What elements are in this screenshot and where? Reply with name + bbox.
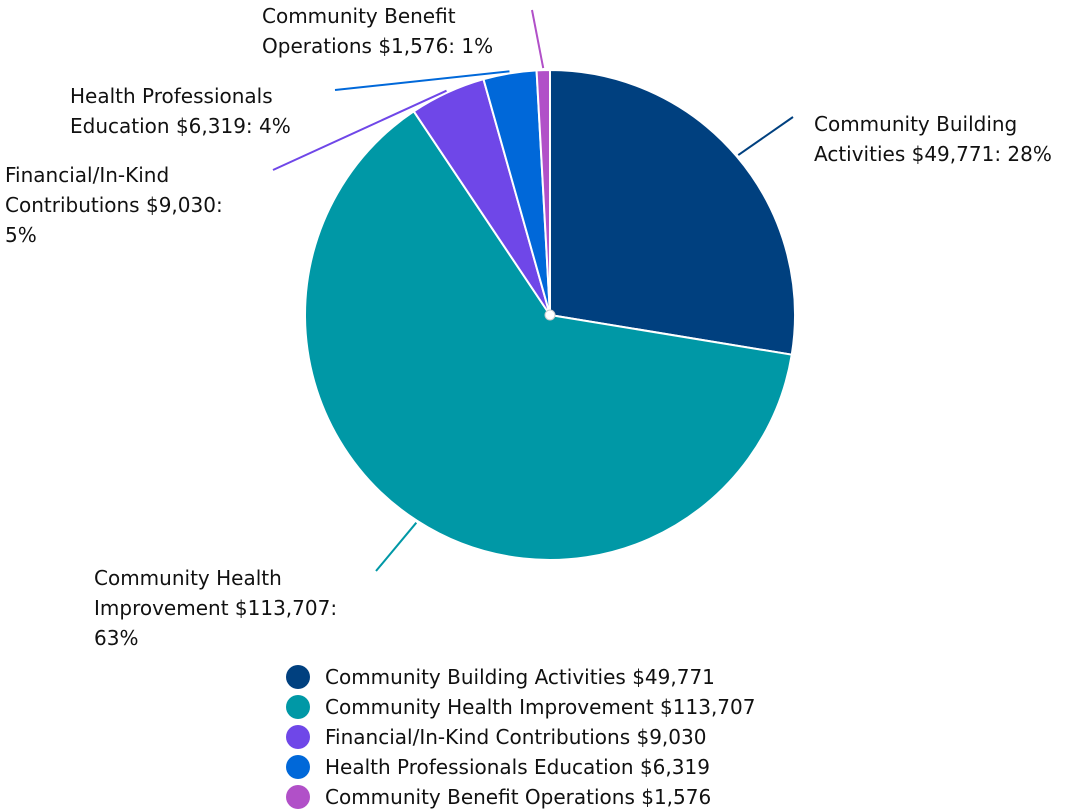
pie-slice [304,109,793,561]
center-dot [544,309,556,321]
slice-label-value: $113,707: 63% [94,596,338,650]
legend-swatch [286,695,310,719]
leader-line [272,89,447,171]
slice-label-name: Community Building Activities [814,112,1018,166]
legend-value: $113,707 [660,695,756,719]
legend-name: Financial/In-Kind Contributions [325,725,631,749]
slice-label: Community Benefit Operations $1,576: 1% [262,1,532,61]
legend-swatch [286,665,310,689]
slice-label-value: $49,771: 28% [911,142,1052,166]
slice-label: Financial/In-Kind Contributions $9,030: … [5,160,260,250]
leader-line [334,70,510,91]
legend-swatch [286,785,310,809]
legend-swatch [286,725,310,749]
leader-line [531,9,545,69]
pie-slice [549,68,796,356]
slice-label-name: Community Benefit Operations [262,4,456,58]
leader-line [737,116,794,156]
legend-name: Health Professionals Education [325,755,634,779]
legend-name: Community Benefit Operations [325,785,635,809]
legend-entry: Financial/In-Kind Contributions $9,030 [325,722,706,752]
slice-label: Community Health Improvement $113,707: 6… [94,563,364,653]
legend-value: $1,576 [641,785,712,809]
legend-value: $6,319 [639,755,710,779]
leader-line [375,522,418,572]
slice-label-value: $9,030: 5% [5,193,223,247]
slice-label: Community Building Activities $49,771: 2… [814,109,1076,169]
legend-value: $9,030 [636,725,707,749]
legend-name: Community Health Improvement [325,695,654,719]
pie-slice [535,68,551,316]
slice-label: Health Professionals Education $6,319: 4… [70,81,325,141]
legend-name: Community Building Activities [325,665,626,689]
legend-entry: Community Health Improvement $113,707 [325,692,755,722]
legend-entry: Community Building Activities $49,771 [325,662,715,692]
slice-label-name: Financial/In-Kind Contributions [5,163,170,217]
slice-label-name: Community Health Improvement [94,566,282,620]
slice-label-name: Health Professionals Education [70,84,273,138]
legend-swatch [286,755,310,779]
slice-label-value: $6,319: 4% [175,114,291,138]
legend-entry: Health Professionals Education $6,319 [325,752,710,782]
legend-entry: Community Benefit Operations $1,576 [325,782,711,812]
legend-value: $49,771 [632,665,715,689]
slice-label-value: $1,576: 1% [378,34,494,58]
